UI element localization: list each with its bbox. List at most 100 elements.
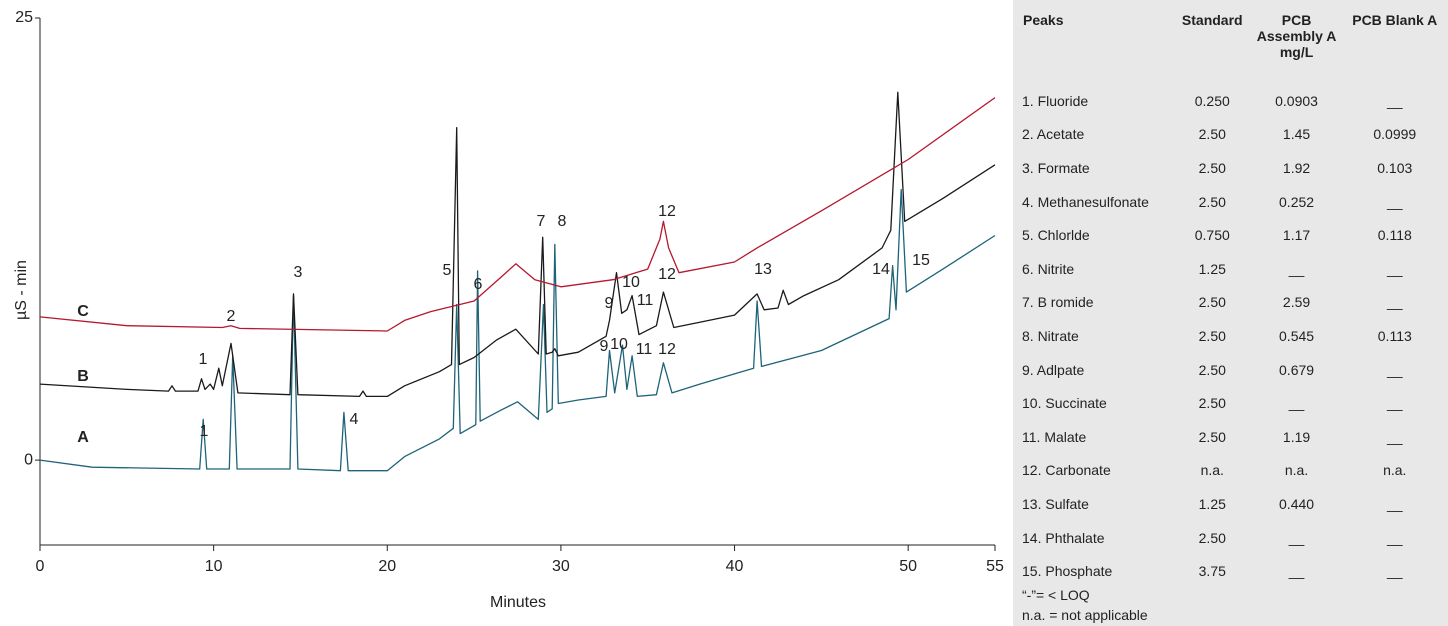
cell: 12. Carbonate (1022, 462, 1111, 479)
cell: __ (1288, 563, 1305, 580)
header-cell: PCB Assembly A mg/L (1256, 12, 1337, 60)
row: 1. Fluoride 0.250 0.0903 __ (1013, 84, 1448, 118)
row: 6. Nitrite 1.25 __ __ (1013, 252, 1448, 286)
row: 13. Sulfate 1.25 0.440 __ (1013, 487, 1448, 521)
cell: __ (1386, 395, 1403, 412)
cell: __ (1386, 193, 1403, 210)
cell: 0.0999 (1373, 126, 1417, 143)
peak-label: 15 (912, 252, 930, 269)
peak-label: 12 (658, 341, 676, 358)
trace (39, 188, 996, 472)
row: 9. Adlpate 2.50 0.679 __ (1013, 353, 1448, 387)
cell: __ (1386, 294, 1403, 311)
cell: 1.25 (1198, 260, 1226, 277)
table: Peaks Standard PCB Assembly A mg/L PCB Blan… (1013, 12, 1448, 588)
cell: __ (1288, 529, 1305, 546)
cell: 8. Nitrate (1022, 327, 1079, 344)
peak-label: 14 (872, 261, 890, 278)
cell: 2.50 (1198, 159, 1226, 176)
trace (39, 91, 996, 398)
row: 7. B romide 2.50 2.59 __ (1013, 286, 1448, 320)
row: 12. Carbonate n.a. n.a. n.a. (1013, 454, 1448, 488)
cell: 0.118 (1377, 227, 1412, 244)
cell: __ (1386, 495, 1403, 512)
cell: __ (1288, 260, 1305, 277)
peak-label: 11 (637, 292, 654, 309)
x-tick-label: 50 (899, 558, 917, 575)
peak-label: 11 (636, 341, 653, 358)
peak-label: 10 (610, 336, 628, 353)
cell: n.a. (1284, 462, 1309, 479)
peak-label: 13 (754, 261, 772, 278)
cell: 0.750 (1194, 227, 1230, 244)
cell: n.a. (1383, 462, 1407, 479)
cell: 1.17 (1282, 227, 1311, 244)
x-tick-label: 55 (986, 558, 1004, 575)
cell: 2.50 (1198, 529, 1226, 546)
x-tick-label: 40 (726, 558, 744, 575)
cell: 14. Phthalate (1022, 529, 1105, 546)
cell: 1.25 (1198, 495, 1226, 512)
trace-label: B (77, 368, 89, 385)
peak-label: 5 (443, 262, 452, 279)
row: 14. Phthalate 2.50 __ __ (1013, 521, 1448, 555)
row: 4. Methanesulfonate 2.50 0.252 __ (1013, 185, 1448, 219)
cell: 2.50 (1198, 327, 1226, 344)
cell: 2.50 (1198, 193, 1226, 210)
peak-label: 7 (537, 213, 546, 230)
cell: 2.50 (1198, 428, 1226, 445)
cell: 0.250 (1194, 92, 1230, 109)
cell: 15. Phosphate (1022, 563, 1113, 580)
cell: 0.545 (1279, 327, 1315, 344)
peak-label: 10 (622, 274, 640, 291)
row: 3. Formate 2.50 1.92 0.103 (1013, 151, 1448, 185)
cell: __ (1386, 361, 1403, 378)
trace-label: A (77, 429, 89, 446)
row: 8. Nitrate 2.50 0.545 0.113 (1013, 319, 1448, 353)
cell: 0.252 (1279, 193, 1315, 210)
cell: 5. Chlorlde (1022, 227, 1090, 244)
x-tick-label: 30 (552, 558, 570, 575)
cell: 2.50 (1198, 294, 1226, 311)
x-axis-label: Minutes (490, 594, 546, 611)
x-tick-label: 0 (36, 558, 45, 575)
row: 11. Malate 2.50 1.19 __ (1013, 420, 1448, 454)
peak-label: 2 (227, 308, 236, 325)
row: 10. Succinate 2.50 __ __ (1013, 386, 1448, 420)
note: n.a. = not applicable (1022, 607, 1148, 623)
note: “-”= < LOQ (1022, 587, 1090, 603)
cell: 2.50 (1198, 126, 1226, 143)
cell: 7. B romide (1022, 294, 1094, 311)
cell: __ (1386, 529, 1403, 546)
peak-label: 9 (600, 338, 609, 355)
y-tick-label: 25 (15, 9, 33, 26)
x-tick-label: 20 (378, 558, 396, 575)
cell: 3.75 (1198, 563, 1226, 580)
cell: 6. Nitrite (1022, 260, 1075, 277)
cell: n.a. (1200, 462, 1224, 479)
header-row: Peaks Standard PCB Assembly A mg/L PCB Blan… (1013, 12, 1448, 84)
cell: 0.679 (1279, 361, 1315, 378)
cell: 3. Formate (1022, 159, 1090, 176)
cell: 2.59 (1282, 294, 1311, 311)
cell: 1. Fluoride (1022, 92, 1089, 109)
trace-label: C (77, 303, 89, 320)
cell: 2.50 (1198, 361, 1226, 378)
peak-label: 3 (294, 264, 303, 281)
cell: 0.103 (1377, 159, 1413, 176)
x-tick-label: 10 (205, 558, 223, 575)
cell: 4. Methanesulfonate (1022, 193, 1149, 210)
peak-table: Peaks Standard PCB Assembly A mg/L PCB Blan… (1013, 0, 1448, 626)
cell: 2.50 (1198, 395, 1226, 412)
peak-label: 12 (658, 266, 676, 283)
cell: 13. Sulfate (1022, 495, 1089, 512)
cell: 0.440 (1279, 495, 1315, 512)
peak-label: 1 (200, 423, 209, 440)
cell: __ (1386, 428, 1403, 445)
row: 2. Acetate 2.50 1.45 0.0999 (1013, 118, 1448, 152)
peak-label: 1 (199, 351, 208, 368)
cell: __ (1386, 563, 1403, 580)
cell: 11. Malate (1022, 428, 1087, 445)
cell: 1.45 (1282, 126, 1311, 143)
